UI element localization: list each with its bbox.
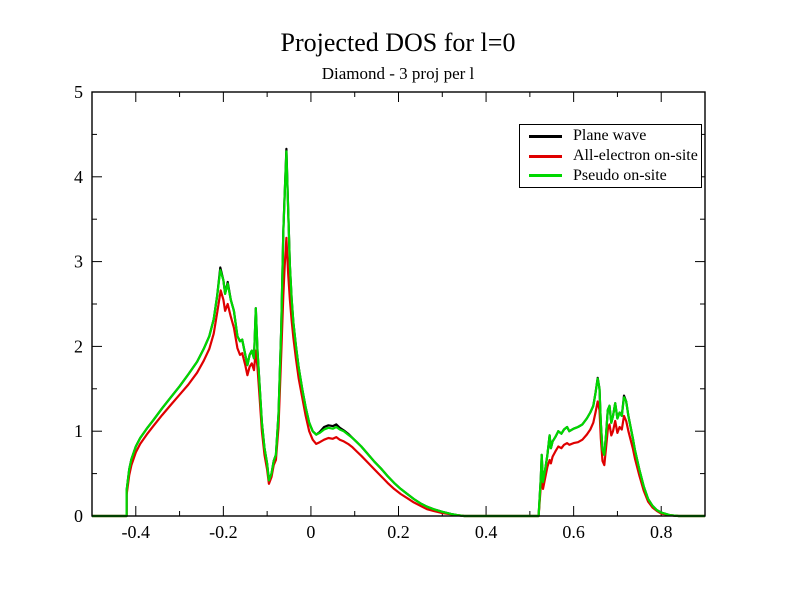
legend-line-green xyxy=(529,174,562,178)
legend-label: All-electron on-site xyxy=(573,147,698,164)
legend-label: Plane wave xyxy=(573,127,647,145)
x-tick-label: 0 xyxy=(306,522,315,542)
x-tick-label: -0.4 xyxy=(122,522,151,542)
y-tick-label: 5 xyxy=(74,82,83,102)
series-line-0 xyxy=(92,147,705,518)
y-tick-label: 0 xyxy=(74,506,83,526)
legend-line-red xyxy=(529,154,562,158)
legend-label: Pseudo on-site xyxy=(573,166,667,184)
legend-item-pseudo: Pseudo on-site xyxy=(520,166,701,185)
legend: Plane wave All-electron on-site Pseudo o… xyxy=(519,124,702,188)
chart-title: Projected DOS for l=0 xyxy=(280,28,516,57)
series-line-2 xyxy=(92,150,705,518)
chart-subtitle: Diamond - 3 proj per l xyxy=(321,64,475,83)
legend-line-black xyxy=(529,134,562,138)
x-tick-label: -0.2 xyxy=(209,522,238,542)
y-tick-label: 2 xyxy=(74,336,83,356)
x-tick-label: 0.2 xyxy=(387,522,410,542)
y-tick-label: 4 xyxy=(74,167,83,187)
x-tick-label: 0.6 xyxy=(562,522,585,542)
y-tick-label: 1 xyxy=(74,421,83,441)
legend-item-plane-wave: Plane wave xyxy=(520,127,701,146)
x-tick-label: 0.8 xyxy=(650,522,673,542)
series-line-1 xyxy=(92,236,705,518)
legend-item-all-electron: All-electron on-site xyxy=(520,147,701,166)
plot-frame xyxy=(91,91,706,517)
x-tick-label: 0.4 xyxy=(475,522,498,542)
y-tick-label: 3 xyxy=(74,252,83,272)
